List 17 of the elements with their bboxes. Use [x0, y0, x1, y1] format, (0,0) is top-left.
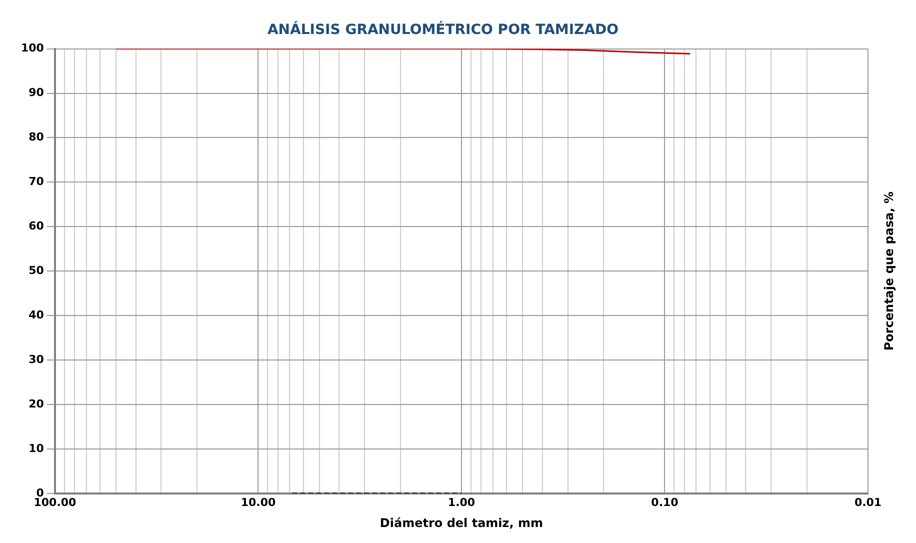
x-tick-label: 1.00: [448, 496, 476, 509]
y-tick-label: 80: [28, 130, 44, 144]
x-tick-label: 0.10: [651, 496, 679, 509]
x-axis-title: Diámetro del tamiz, mm: [380, 516, 544, 530]
y-axis-title: Porcentaje que pasa, %: [882, 192, 896, 351]
y-tick-label: 70: [28, 175, 44, 188]
y-tick-label: 10: [28, 442, 44, 455]
y-tick-label: 90: [28, 86, 44, 100]
y-tick-label: 20: [28, 397, 44, 410]
x-tick-label: 10.00: [240, 496, 276, 509]
y-tick-label: 40: [28, 308, 44, 322]
y-tick-label: 60: [28, 220, 44, 232]
chart-title: ANÁLISIS GRANULOMÉTRICO POR TAMIZADO: [267, 21, 619, 38]
y-tick-label: 50: [28, 264, 44, 277]
y-tick-label: 30: [28, 352, 44, 366]
y-tick-label: 100: [20, 42, 44, 55]
x-tick-label: 0.01: [854, 496, 882, 509]
